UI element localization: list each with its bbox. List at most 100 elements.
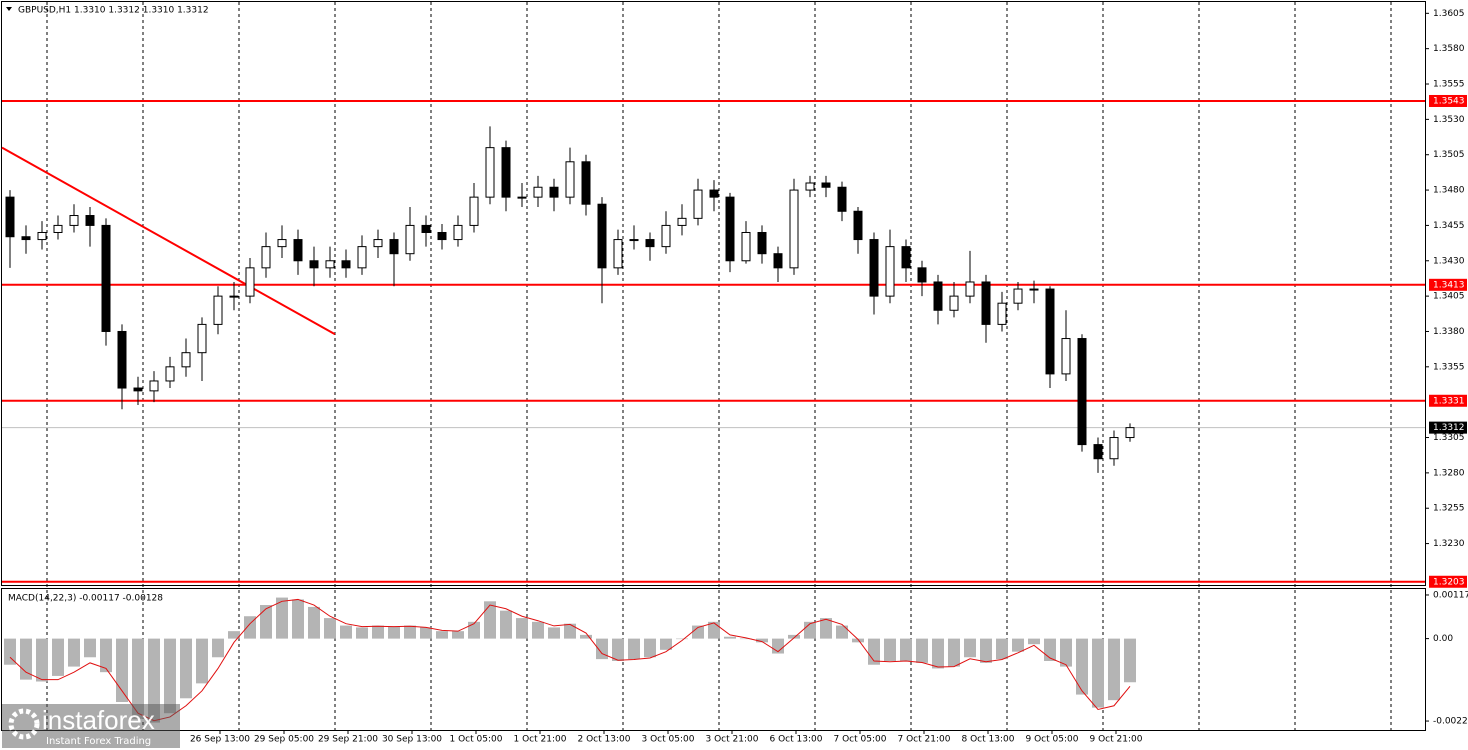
candle-body — [149, 380, 159, 392]
x-tick-label: 3 Oct 21:00 — [706, 735, 759, 745]
macd-bar — [756, 638, 768, 643]
trend-line — [1, 146, 336, 336]
macd-bar — [580, 634, 592, 639]
macd-bar — [516, 618, 528, 639]
x-tick-label: 7 Oct 05:00 — [834, 735, 887, 745]
candle-body — [117, 330, 127, 389]
candle-body — [517, 196, 527, 199]
y-tick-label: 1.3355 — [1433, 362, 1465, 372]
candle-body — [1077, 338, 1087, 446]
macd-bar — [388, 626, 400, 639]
candle-body — [725, 196, 735, 262]
candle-body — [805, 182, 815, 191]
macd-bar — [612, 638, 624, 661]
candle-body — [405, 224, 415, 255]
title-arrow — [6, 7, 12, 11]
candle-body — [309, 260, 319, 269]
macd-bar — [724, 636, 736, 639]
y-tick-label: 1.3405 — [1433, 292, 1465, 302]
level-label-bg — [1429, 575, 1467, 588]
macd-bar — [212, 638, 224, 658]
level-label: 1.3331 — [1433, 396, 1465, 406]
x-tick-label: 1 Oct 05:00 — [450, 735, 503, 745]
macd-bar — [836, 625, 848, 639]
candle-body — [629, 239, 639, 242]
macd-bar — [52, 638, 64, 676]
candle-body — [197, 323, 207, 354]
signal-line — [9, 598, 1131, 722]
candle-body — [325, 260, 335, 269]
macd-bar — [116, 638, 128, 703]
macd-bar — [500, 610, 512, 639]
macd-bar — [1092, 638, 1104, 708]
x-tick-label: 26 Sep 13:00 — [190, 735, 250, 745]
y-tick-label: 1.3280 — [1433, 468, 1465, 478]
macd-bar — [420, 627, 432, 639]
candle-body — [933, 281, 943, 311]
candle-body — [549, 186, 559, 198]
y-tick-label: 1.3605 — [1433, 9, 1465, 19]
macd-bar — [964, 638, 976, 658]
candle-body — [949, 295, 959, 311]
chart-title: GBPUSD,H1 1.3310 1.3312 1.3310 1.3312 — [18, 6, 209, 16]
candle-body — [533, 186, 543, 198]
candle-body — [469, 196, 479, 226]
candle-body — [373, 239, 383, 248]
x-tick-label: 7 Oct 21:00 — [898, 735, 951, 745]
candle-body — [21, 236, 31, 241]
macd-bar — [628, 638, 640, 660]
candle-body — [773, 253, 783, 269]
candle-body — [85, 215, 95, 226]
y-tick-label: 1.3380 — [1433, 327, 1465, 337]
candle-body — [181, 352, 191, 368]
macd-bar — [1028, 638, 1040, 645]
candle-body — [1093, 444, 1103, 460]
macd-bar — [948, 638, 960, 667]
x-tick-label: 29 Sep 05:00 — [254, 735, 314, 745]
candle-body — [741, 231, 751, 262]
macd-bar — [84, 638, 96, 658]
macd-bar — [1124, 638, 1136, 683]
x-tick-label: 2 Oct 13:00 — [578, 735, 631, 745]
watermark-logo — [8, 708, 40, 740]
candle-body — [421, 224, 431, 233]
candle-body — [757, 231, 767, 255]
y-tick-label: 1.3480 — [1433, 186, 1465, 196]
macd-bar — [468, 621, 480, 639]
macd-title: MACD(14,22,3) -0.00117 -0.00128 — [8, 594, 163, 604]
candle-body — [229, 295, 239, 298]
candle-body — [1029, 288, 1039, 291]
candle-body — [869, 239, 879, 297]
candle-body — [789, 189, 799, 269]
macd-bar — [1076, 638, 1088, 695]
candle-body — [261, 246, 271, 269]
x-tick-label: 6 Oct 13:00 — [770, 735, 823, 745]
candle-body — [165, 366, 175, 382]
x-tick-label: 9 Oct 21:00 — [1090, 735, 1143, 745]
y-tick-label: 1.3455 — [1433, 221, 1465, 231]
y-tick-label: -0.00221 — [1433, 717, 1468, 727]
y-tick-label: 1.3505 — [1433, 150, 1465, 160]
macd-bar — [884, 638, 896, 661]
y-tick-label: 1.3555 — [1433, 80, 1465, 90]
macd-bar — [452, 631, 464, 639]
candle-body — [1013, 288, 1023, 304]
x-tick-label: 30 Sep 13:00 — [382, 735, 442, 745]
macd-bar — [980, 638, 992, 663]
x-tick-label: 3 Oct 05:00 — [642, 735, 695, 745]
watermark: instaforex Instant Forex Trading — [2, 704, 180, 748]
macd-bar — [148, 638, 160, 723]
macd-bar — [308, 606, 320, 639]
last-price-bg — [1429, 421, 1467, 434]
x-tick-label: 1 Oct 21:00 — [514, 735, 567, 745]
candle-body — [981, 281, 991, 325]
candle-body — [69, 215, 79, 226]
macd-bar — [548, 627, 560, 639]
candle-body — [1109, 437, 1119, 460]
macd-bar — [356, 627, 368, 639]
watermark-brand: instaforex — [42, 705, 155, 735]
candle-body — [997, 302, 1007, 325]
macd-bar — [996, 638, 1008, 660]
